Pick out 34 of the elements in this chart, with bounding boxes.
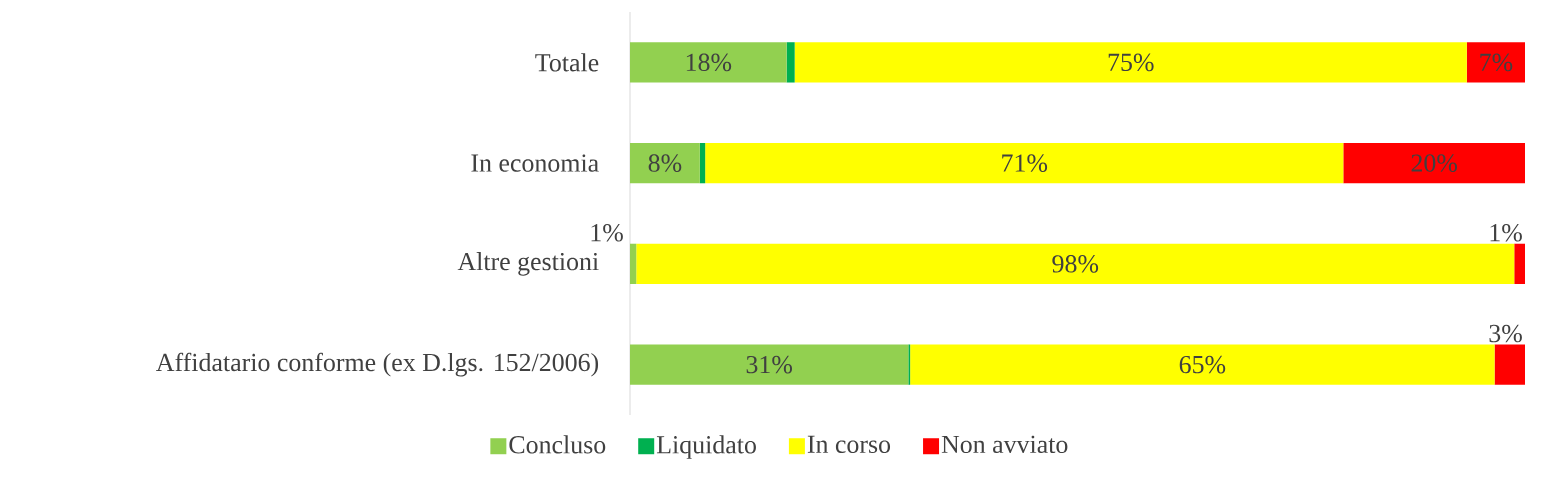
data-label: 1% <box>591 223 623 242</box>
legend-label: Concluso <box>509 435 606 454</box>
bar <box>636 243 1515 285</box>
y-tick-label: Altre gestioni <box>457 252 599 276</box>
legend-label: In corso <box>807 435 891 454</box>
data-label: 98% <box>1052 255 1099 273</box>
y-tick-label: In economia <box>471 154 599 172</box>
bar <box>1494 344 1526 385</box>
bar <box>910 344 1495 385</box>
bar <box>1343 142 1526 184</box>
bar <box>1514 243 1526 285</box>
legend-label: Non avviato <box>941 435 1068 454</box>
bar <box>705 142 1344 184</box>
data-label: 3% <box>1489 324 1522 343</box>
bar <box>786 42 795 83</box>
bar <box>630 142 700 184</box>
y-tick-label: Affidatario conforme (ex D.lgs. 152/2006) <box>156 352 599 377</box>
y-tick-label: Totale <box>535 53 599 72</box>
bar <box>794 42 1467 83</box>
data-label: 20% <box>1411 154 1458 172</box>
data-label: 8% <box>648 154 682 172</box>
bar <box>630 243 637 285</box>
bar <box>1466 42 1526 83</box>
legend-label: Liquidato <box>656 435 756 459</box>
bar <box>699 142 706 184</box>
bar <box>630 42 787 83</box>
data-label: 65% <box>1179 355 1226 374</box>
data-label: 71% <box>1002 154 1048 172</box>
data-label: 31% <box>746 355 793 374</box>
bar <box>630 344 909 385</box>
data-label: 1% <box>1490 223 1522 242</box>
data-label: 7% <box>1480 53 1513 72</box>
data-label: 18% <box>686 53 732 72</box>
data-label: 75% <box>1108 53 1154 72</box>
